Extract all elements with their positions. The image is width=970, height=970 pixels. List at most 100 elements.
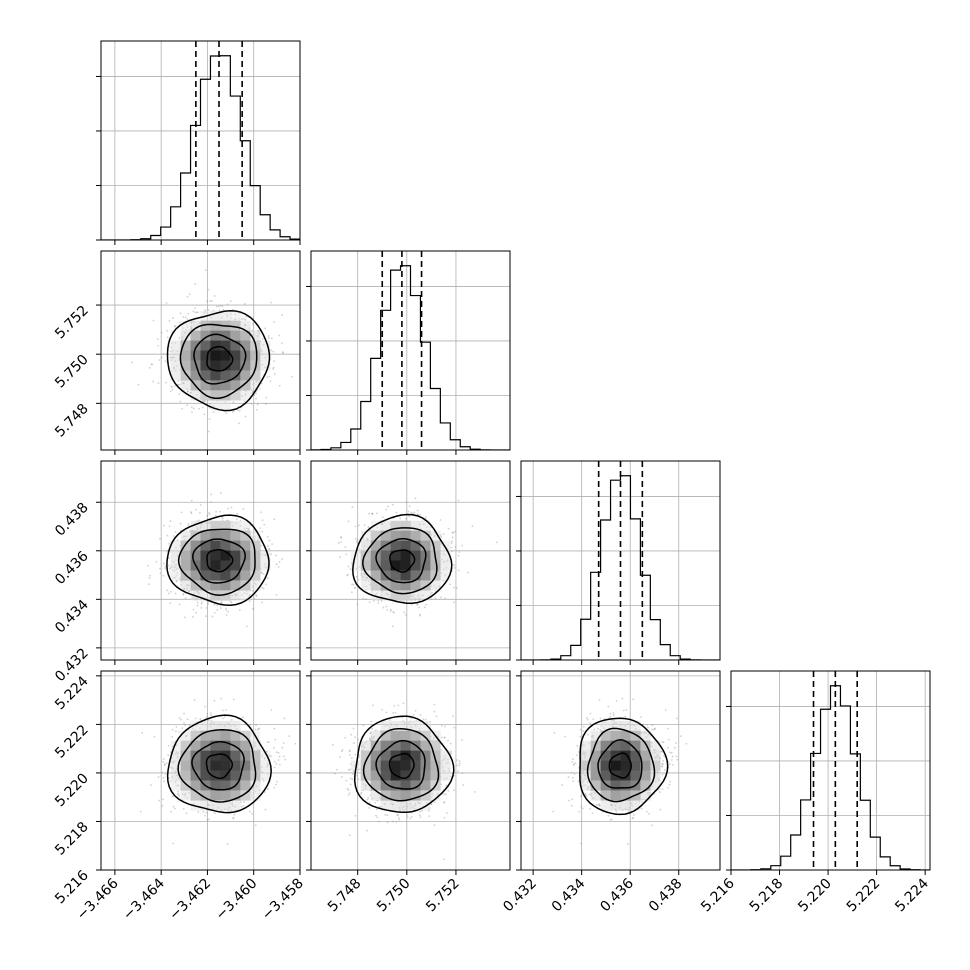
panel-3-2-sample-355	[647, 726, 649, 729]
panel-2-1-cell-9-11	[400, 570, 411, 581]
panel-3-1-cell-5-7	[360, 740, 371, 751]
panel-3-1-sample-914	[389, 719, 391, 721]
panel-3-1-sample-509	[347, 769, 350, 771]
panel-2-1-sample-662	[351, 506, 354, 509]
panel-3-2-sample-16	[610, 719, 613, 722]
panel-3-0-sample-153	[284, 758, 287, 761]
panel-3-2-sample-1181	[667, 738, 670, 741]
panel-3-1-cell-11-5	[420, 720, 431, 731]
panel-3-2-sample-205	[568, 799, 570, 802]
panel-2-1-sample-91	[337, 542, 340, 544]
panel-2-0-sample-1274	[174, 592, 177, 595]
panel-3-0-frame	[100, 670, 301, 871]
panel-2-1-sample-1122	[455, 587, 458, 590]
panel-2-1-sample-70	[452, 532, 454, 534]
panel-3-0-cell-13-6	[230, 730, 241, 741]
panel-3-2-sample-17	[597, 803, 600, 806]
panel-3-1-sample-821	[440, 736, 443, 739]
panel-2-1-sample-1172	[447, 527, 450, 530]
panel-2-1-sample-768	[405, 614, 407, 616]
panel-3-1-sample-219	[357, 778, 360, 781]
panel-1-0-cell-14-9	[240, 340, 251, 351]
panel-2-1-sample-1047	[453, 566, 456, 569]
panel-2-0-sample-532	[205, 607, 208, 609]
panel-3-0-cell-11-11	[210, 780, 221, 791]
panel-3-1-cell-6-12	[370, 790, 381, 801]
panel-3-0-sample-1215	[186, 718, 189, 721]
panel-1-0-sample-1217	[272, 350, 275, 353]
panel-3-0-sample-224	[158, 799, 161, 802]
panel-2-1-sample-124	[371, 512, 374, 515]
panel-3-1-sample-1163	[384, 813, 387, 816]
panel-2-1-cell-13-9	[440, 550, 451, 561]
panel-2-1-sample-998	[418, 513, 421, 516]
panel-2-1-cell-10-11	[410, 570, 421, 581]
panel-2-1-sample-685	[351, 591, 353, 594]
panel-1-0-sample-1262	[243, 302, 246, 305]
panel-2-0-cell-10-10	[200, 560, 211, 571]
panel-3-1-sample-1041	[354, 736, 357, 739]
panel-3-2-sample-47	[648, 812, 650, 815]
panel-2-1-sample-1021	[451, 531, 454, 534]
panel-1-0-sample-1099	[208, 406, 211, 409]
panel-3-0-cell-7-8	[170, 750, 181, 761]
panel-2-1-sample-333	[345, 553, 348, 556]
panel-2-0-sample-567	[260, 571, 263, 574]
panel-3-1-cell-11-9	[420, 760, 431, 771]
panel-3-0-sample-529	[164, 773, 167, 775]
panel-3-0-cell-10-9	[200, 760, 211, 771]
panel-3-1-sample-1251	[443, 736, 446, 739]
panel-3-2-cell-13-9	[650, 760, 661, 771]
panel-3-1-cell-8-13	[390, 800, 401, 811]
panel-1-0-sample-984	[221, 305, 224, 308]
panel-3-0-sample-1096	[220, 697, 223, 700]
panel-3-1-cell-7-9	[380, 760, 391, 771]
panel-1-0-cell-8-8	[180, 330, 191, 341]
panel-1-0-frame	[100, 250, 301, 451]
panel-3-1-cell-10-9	[410, 760, 421, 771]
panel-1-0-sample-463	[243, 400, 246, 403]
panel-3-1-sample-718	[458, 760, 461, 763]
xtick-label-0-2: −3.462	[166, 876, 214, 924]
panel-2-0-sample-33	[229, 600, 232, 603]
panel-3-1-contour-0	[388, 752, 415, 780]
panel-3-0-sample-337	[157, 776, 160, 778]
panel-3-1-sample-203	[440, 748, 443, 751]
panel-3-2-sample-588	[671, 764, 674, 766]
panel-1-0-cell-7-10	[170, 350, 181, 361]
panel-3-2-sample-636	[584, 792, 587, 795]
panel-3-1-sample-571	[360, 791, 363, 794]
panel-3-1-cell-12-9	[430, 760, 441, 771]
panel-3-2-sample-319	[609, 712, 612, 715]
panel-2-0-sample-628	[213, 611, 216, 614]
panel-2-1-sample-920	[381, 516, 384, 519]
panel-3-0-cell-14-10	[240, 770, 251, 781]
panel-2-1-sample-684	[385, 605, 388, 608]
panel-2-1-sample-36	[414, 497, 417, 500]
panel-3-2-sample-825	[653, 728, 656, 730]
panel-3-0-contour-1	[191, 741, 245, 791]
panel-2-0-cell-10-7	[200, 530, 211, 541]
panel-3-0-sample-288	[240, 805, 243, 808]
panel-3-1-cell-10-5	[410, 720, 421, 731]
ytick-label-1-2: 5.752	[52, 303, 92, 343]
panel-1-0-sample-191	[281, 314, 283, 316]
panel-3-2-cell-10-10	[620, 770, 631, 781]
panel-1-0-cell-9-14	[190, 390, 201, 401]
panel-2-0-sample-458	[168, 557, 170, 560]
panel-1-0-cell-12-10	[220, 350, 231, 361]
panel-2-0-cell-15-8	[250, 540, 261, 551]
hist-grid-0	[101, 41, 300, 240]
panel-3-0-contour-3	[166, 714, 272, 814]
panel-2-1-sample-1114	[387, 505, 389, 508]
panel-1-0-sample-189	[236, 409, 239, 412]
panel-1-0-sample-707	[268, 375, 271, 378]
panel-1-0-cell-13-7	[230, 320, 241, 331]
panel-3-0-cell-13-8	[230, 750, 241, 761]
panel-3-2-sample-929	[651, 728, 653, 731]
panel-3-2-sample-187	[572, 758, 574, 761]
panel-1-0-cell-13-9	[230, 340, 241, 351]
panel-2-1-sample-667	[453, 530, 456, 533]
panel-3-1-cell-9-12	[400, 790, 411, 801]
panel-2-1-sample-276	[450, 546, 453, 549]
